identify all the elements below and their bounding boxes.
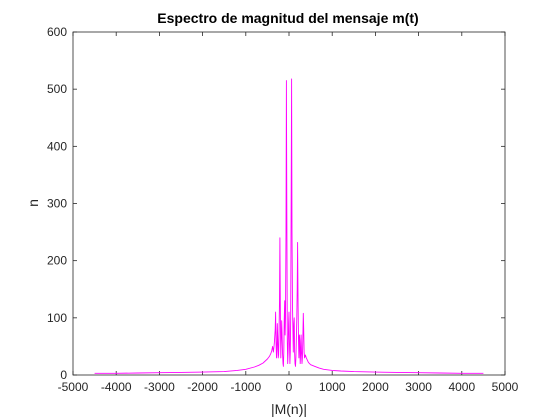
x-axis-label: |M(n)| [271,401,307,417]
y-axis-label: n [25,199,41,207]
x-tick-label: 4000 [448,380,475,394]
x-tick-label: -2000 [187,380,218,394]
y-tick-label: 500 [47,82,67,96]
y-tick-label: 400 [47,139,67,153]
x-tick-label: 1000 [319,380,346,394]
x-tick-label: -4000 [101,380,132,394]
chart-title: Espectro de magnitud del mensaje m(t) [157,10,418,26]
y-axis-ticks: 0 100 200 300 400 500 600 [47,25,505,382]
spectrum-line [94,78,484,374]
x-tick-label: -3000 [144,380,175,394]
x-axis-ticks: -5000 -4000 -3000 -2000 -1000 0 1000 2000 3000 40… [58,32,519,394]
x-tick-label: 2000 [362,380,389,394]
y-tick-label: 100 [47,311,67,325]
x-tick-label: 0 [286,380,293,394]
y-tick-label: 300 [47,197,67,211]
y-tick-label: 200 [47,254,67,268]
y-tick-label: 0 [60,368,67,382]
y-tick-label: 600 [47,25,67,39]
x-tick-label: 5000 [492,380,519,394]
x-tick-label: -1000 [230,380,261,394]
x-tick-label: 3000 [405,380,432,394]
series-layer [94,78,484,374]
x-tick-label: -5000 [58,380,89,394]
